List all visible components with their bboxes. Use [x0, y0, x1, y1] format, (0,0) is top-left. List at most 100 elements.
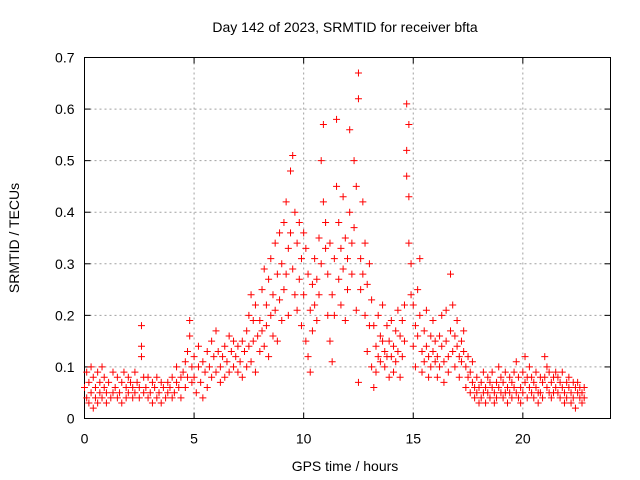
- data-point: [297, 322, 305, 330]
- data-point: [173, 378, 181, 386]
- data-point: [339, 193, 347, 201]
- data-point: [442, 337, 450, 345]
- data-point: [289, 151, 297, 159]
- data-point: [267, 255, 275, 263]
- data-point: [225, 332, 233, 340]
- data-point: [449, 347, 457, 355]
- data-point: [574, 378, 582, 386]
- data-point: [291, 208, 299, 216]
- data-point: [341, 234, 349, 242]
- data-point: [258, 286, 266, 294]
- data-point: [552, 368, 560, 376]
- data-point: [94, 368, 102, 376]
- data-point: [385, 373, 393, 381]
- data-point: [146, 389, 154, 397]
- data-point: [315, 291, 323, 299]
- data-point: [392, 358, 400, 366]
- data-point: [455, 373, 463, 381]
- data-point: [155, 389, 163, 397]
- data-point: [131, 389, 139, 397]
- data-point: [372, 368, 380, 376]
- data-point: [460, 347, 468, 355]
- data-point: [311, 301, 319, 309]
- data-point: [475, 384, 483, 392]
- data-point: [328, 291, 336, 299]
- data-point: [379, 301, 387, 309]
- data-point: [418, 368, 426, 376]
- data-point: [306, 368, 314, 376]
- data-point: [499, 378, 507, 386]
- data-point: [403, 146, 411, 154]
- data-point: [287, 229, 295, 237]
- data-point: [541, 373, 549, 381]
- data-point: [438, 311, 446, 319]
- data-point: [100, 373, 108, 381]
- data-point: [523, 394, 531, 402]
- data-point: [230, 337, 238, 345]
- data-point: [109, 389, 117, 397]
- data-point: [216, 363, 224, 371]
- data-point: [109, 368, 117, 376]
- y-tick-labels: 0 0.1 0.2 0.3 0.4 0.5 0.6 0.7: [55, 50, 75, 427]
- data-point: [447, 327, 455, 335]
- data-point: [398, 317, 406, 325]
- data-point: [578, 389, 586, 397]
- data-point: [346, 126, 354, 134]
- data-point: [359, 270, 367, 278]
- data-point: [514, 373, 522, 381]
- data-point: [532, 368, 540, 376]
- data-point: [567, 389, 575, 397]
- data-point: [482, 384, 490, 392]
- data-point: [230, 363, 238, 371]
- data-point: [517, 399, 525, 407]
- data-point: [512, 389, 520, 397]
- data-point: [359, 198, 367, 206]
- data-point: [552, 384, 560, 392]
- data-point: [111, 384, 119, 392]
- data-point: [251, 368, 259, 376]
- data-point: [451, 363, 459, 371]
- data-point: [396, 373, 404, 381]
- data-point: [243, 363, 251, 371]
- data-point: [554, 373, 562, 381]
- data-point: [234, 342, 242, 350]
- data-point: [363, 280, 371, 288]
- data-point: [473, 373, 481, 381]
- data-point: [556, 378, 564, 386]
- data-point: [256, 347, 264, 355]
- data-point: [482, 399, 490, 407]
- data-point: [372, 342, 380, 350]
- data-point: [409, 342, 417, 350]
- data-point: [124, 389, 132, 397]
- data-point: [133, 378, 141, 386]
- data-point: [265, 353, 273, 361]
- data-point: [416, 311, 424, 319]
- data-point: [510, 368, 518, 376]
- data-point: [135, 394, 143, 402]
- data-point: [205, 363, 213, 371]
- data-point: [405, 193, 413, 201]
- data-point: [322, 244, 330, 252]
- data-point: [122, 394, 130, 402]
- data-point: [262, 301, 270, 309]
- data-point: [519, 389, 527, 397]
- data-point: [350, 157, 358, 165]
- data-point: [558, 384, 566, 392]
- data-point: [407, 260, 415, 268]
- data-point: [422, 342, 430, 350]
- data-point: [157, 378, 165, 386]
- data-point: [137, 353, 145, 361]
- data-point: [530, 378, 538, 386]
- data-point: [164, 378, 172, 386]
- data-point: [506, 389, 514, 397]
- data-point: [539, 394, 547, 402]
- data-point: [460, 327, 468, 335]
- data-point: [407, 291, 415, 299]
- data-point: [190, 373, 198, 381]
- data-point: [302, 244, 310, 252]
- data-point: [153, 394, 161, 402]
- data-point: [289, 265, 297, 273]
- data-point: [563, 378, 571, 386]
- data-point: [558, 368, 566, 376]
- data-point: [188, 363, 196, 371]
